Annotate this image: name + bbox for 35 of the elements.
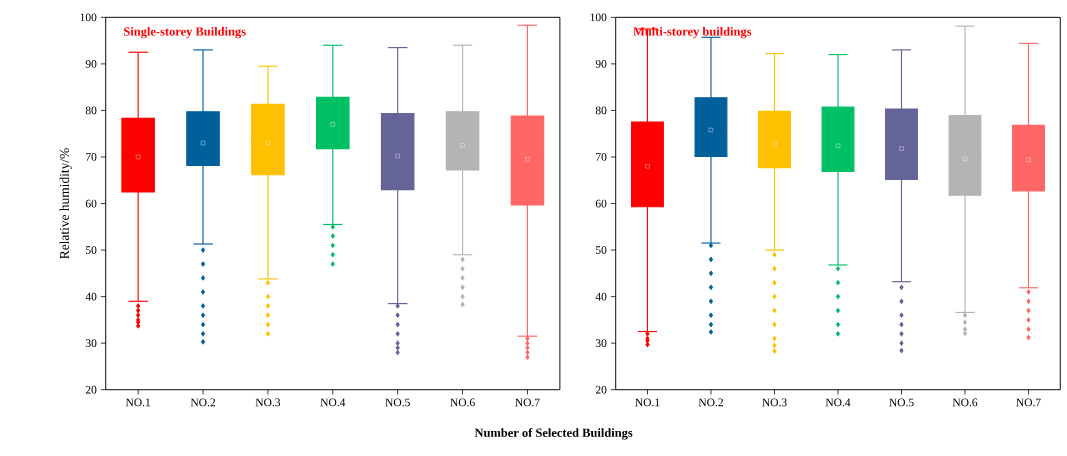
y-tick-label: 40 xyxy=(85,292,97,301)
x-tick-label: NO.6 xyxy=(450,398,475,407)
x-tick-label: NO.2 xyxy=(698,398,723,407)
y-tick-label: 50 xyxy=(86,246,97,254)
y-tick-label: 90 xyxy=(595,59,607,68)
x-tick-label: NO.6 xyxy=(952,398,978,407)
x-tick-label: NO.5 xyxy=(385,398,410,407)
y-tick-label: 30 xyxy=(85,339,97,347)
y-tick-label: 90 xyxy=(85,59,97,68)
x-tick-label: NO.2 xyxy=(190,398,216,407)
y-tick-label: 40 xyxy=(595,292,607,301)
y-tick-label: 70 xyxy=(86,153,97,161)
x-axis-title: Number of Selected Buildings xyxy=(474,427,633,440)
y-tick-label: 20 xyxy=(595,385,607,394)
x-tick-label: NO.3 xyxy=(255,398,281,407)
y-tick-label: 20 xyxy=(85,385,97,394)
x-tick-label: NO.4 xyxy=(320,398,346,407)
y-tick-label: 100 xyxy=(590,13,607,22)
x-tick-label: NO.7 xyxy=(1016,398,1041,407)
x-tick-label: NO.1 xyxy=(125,398,151,407)
y-tick-label: 100 xyxy=(80,13,97,22)
x-tick-label: NO.4 xyxy=(825,398,851,407)
y-tick-label: 60 xyxy=(595,199,607,208)
y-axis-title: Relative humidity/% xyxy=(59,148,72,259)
x-tick-label: NO.3 xyxy=(762,398,787,407)
y-tick-label: 50 xyxy=(596,246,607,254)
y-tick-label: 30 xyxy=(595,339,607,347)
y-tick-label: 70 xyxy=(596,153,607,161)
y-tick-label: 80 xyxy=(85,106,97,115)
x-tick-label: NO.5 xyxy=(889,398,914,407)
text: Single-storey Buildings xyxy=(124,26,246,39)
x-tick-label: NO.1 xyxy=(635,398,660,407)
y-tick-label: 60 xyxy=(85,199,97,208)
x-tick-label: NO.7 xyxy=(515,398,540,407)
y-tick-label: 80 xyxy=(595,106,607,115)
